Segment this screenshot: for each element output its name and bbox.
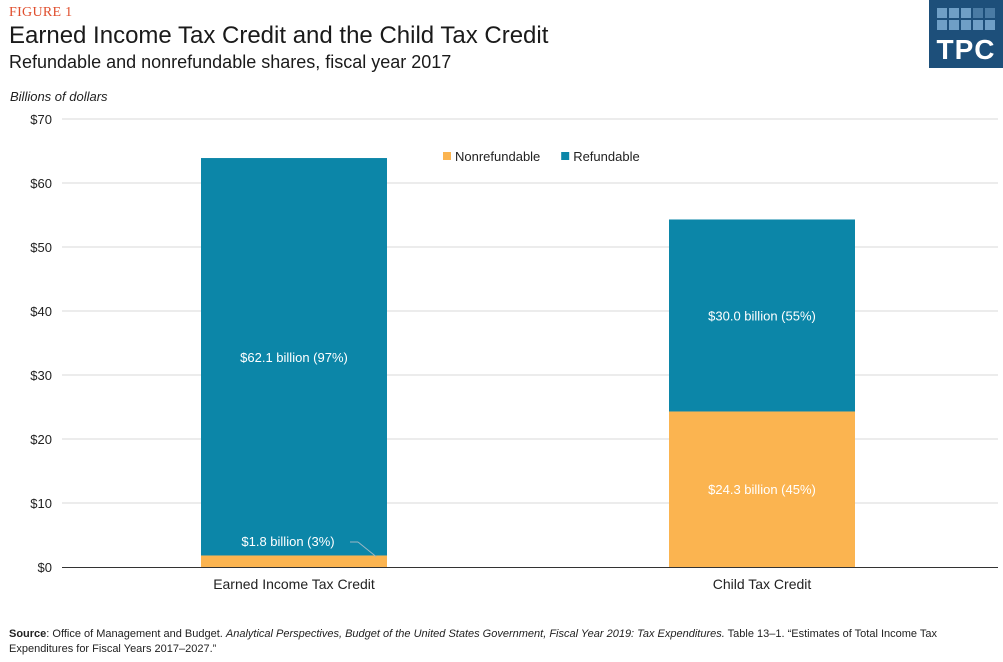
data-label: $24.3 billion (45%) — [708, 482, 816, 497]
legend-swatch-refundable — [561, 152, 570, 160]
legend-label-refundable: Refundable — [573, 149, 640, 164]
stacked-bar-chart: Billions of dollars $0 $10 $20 $30 $40 $50 $60 $… — [10, 89, 998, 592]
tpc-logo: TPC — [929, 0, 1003, 68]
source-note: Source: Office of Management and Budget.… — [9, 627, 994, 657]
bar-nonrefundable — [201, 555, 387, 567]
y-axis-label: Billions of dollars — [10, 89, 108, 104]
y-tick-label: $10 — [30, 496, 52, 511]
legend-label-nonrefundable: Nonrefundable — [455, 149, 540, 164]
source-label: Source — [9, 628, 47, 640]
source-table: Table 13–1. “Estimates of Total Income T… — [9, 628, 938, 655]
chart-title: Earned Income Tax Credit and the Child T… — [9, 22, 549, 49]
logo-text: TPC — [936, 34, 996, 65]
y-tick-label: $40 — [30, 304, 52, 319]
figure-label: FIGURE 1 — [9, 5, 73, 20]
data-label: $1.8 billion (3%) — [241, 534, 334, 549]
leader-line — [357, 541, 377, 557]
y-tick-label: $20 — [30, 432, 52, 447]
y-tick-label: $0 — [38, 560, 52, 575]
source-org: : Office of Management and Budget. — [46, 628, 226, 640]
source-publication: Analytical Perspectives, Budget of the U… — [225, 628, 725, 640]
y-tick-label: $30 — [30, 368, 52, 383]
data-label: $30.0 billion (55%) — [708, 308, 816, 323]
y-tick-label: $60 — [30, 176, 52, 191]
y-tick-label: $50 — [30, 240, 52, 255]
chart-subtitle: Refundable and nonrefundable shares, fis… — [9, 52, 452, 72]
x-tick-label: Earned Income Tax Credit — [213, 576, 375, 592]
y-tick-label: $70 — [30, 112, 52, 127]
bar-refundable — [201, 158, 387, 556]
data-label: $62.1 billion (97%) — [240, 350, 348, 365]
bar-nonrefundable — [669, 411, 855, 567]
legend-swatch-nonrefundable — [443, 152, 451, 160]
x-tick-label: Child Tax Credit — [713, 576, 812, 592]
logo-grid-icon — [937, 8, 995, 30]
bar-refundable — [669, 219, 855, 412]
